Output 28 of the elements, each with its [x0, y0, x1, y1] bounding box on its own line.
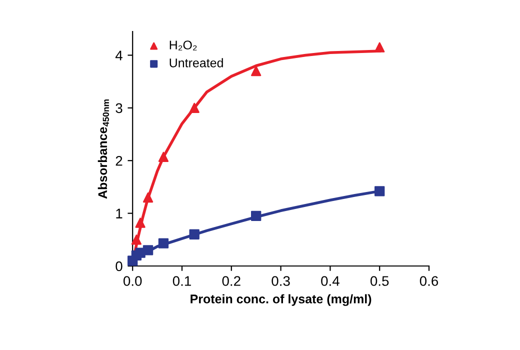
point [251, 66, 262, 76]
legend-label: H₂O₂ [170, 40, 197, 50]
y-tick-label: 2 [116, 156, 122, 166]
x-tick-label: 0.4 [321, 276, 340, 286]
legend-label: Untreated [170, 58, 223, 68]
x-tick-label: 0.3 [272, 276, 290, 286]
x-tick-label: 0.5 [370, 276, 389, 286]
y-tick-label: 3 [116, 103, 122, 114]
point [189, 229, 200, 240]
point [158, 238, 169, 248]
x-tick-label: 0.0 [123, 276, 142, 286]
point [374, 42, 385, 52]
point [142, 245, 154, 256]
point [142, 192, 154, 203]
x-axis-title: Protein conc. of lysate (mg/ml) [190, 294, 372, 306]
x-tick-label: 0.2 [222, 276, 240, 286]
point [158, 152, 169, 162]
x-tick-label: 0.6 [420, 276, 438, 286]
point [251, 210, 262, 222]
x-tick-label: 0.1 [172, 276, 191, 286]
point [189, 102, 200, 113]
point [374, 186, 385, 196]
y-tick-label: 1 [116, 208, 122, 218]
y-tick-label: 4 [115, 50, 122, 60]
point [135, 218, 146, 228]
y-axis-title: Absorbance$_{450nm}$ [98, 99, 110, 199]
point [131, 234, 142, 245]
y-tick-label: 0 [116, 261, 122, 272]
